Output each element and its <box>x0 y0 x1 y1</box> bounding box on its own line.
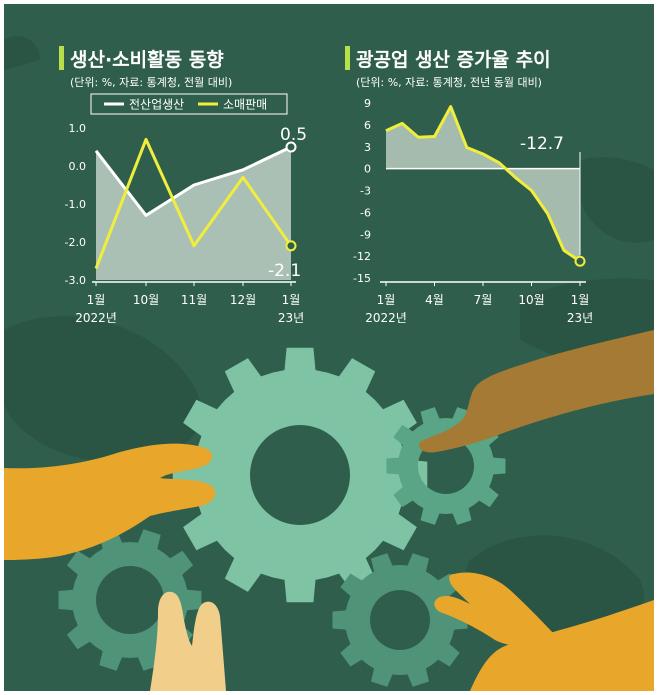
x-tick-label: 10월 <box>518 293 544 307</box>
legend-label-white: 전산업생산 <box>129 98 184 112</box>
y-tick-label: 3 <box>364 141 371 154</box>
y-tick-label: 0.0 <box>69 160 87 173</box>
hand-right-top-icon <box>419 330 654 453</box>
chart-right: 광공업 생산 증가율 추이 (단위: %, 자료: 통계청, 전년 동월 대비)… <box>345 46 593 325</box>
x-tick-sublabel: 23년 <box>278 311 304 325</box>
production-area <box>386 106 580 262</box>
background-blobs <box>4 36 654 642</box>
y-tick-label: 9 <box>364 97 371 110</box>
y-tick-label: 0 <box>364 163 371 176</box>
y-axis-labels-right: 9 6 3 0 -3 -6 -9 -12 -15 <box>353 97 371 285</box>
x-tick-label: 1월 <box>282 293 301 307</box>
x-axis-labels-right: 1월 2022년 4월 7월 10월 1월 23년 <box>365 293 593 325</box>
x-axis-ticks <box>95 282 292 286</box>
bottom-right-gear-icon <box>332 553 468 687</box>
y-tick-label: -3 <box>360 185 371 198</box>
x-tick-label: 12월 <box>230 293 256 307</box>
x-tick-label: 1월 <box>87 293 106 307</box>
hand-bottom-icon <box>150 591 226 691</box>
y-axis-labels: 1.0 0.0 -1.0 -2.0 -3.0 <box>65 122 86 287</box>
y-tick-label: -15 <box>353 272 371 285</box>
x-tick-label: 10월 <box>133 293 159 307</box>
y-tick-label: -12 <box>353 250 371 263</box>
chart-left-title: 생산·소비활동 동향 <box>70 49 224 71</box>
chart-right-subtitle: (단위: %, 자료: 통계청, 전년 동월 대비) <box>356 76 542 89</box>
legend-label-yellow: 소매판매 <box>223 98 267 112</box>
x-tick-sublabel: 23년 <box>567 311 593 325</box>
x-axis-labels: 1월 2022년 10월 11월 12월 1월 23년 <box>75 293 304 325</box>
y-tick-label: -6 <box>360 206 371 219</box>
y-tick-label: -3.0 <box>65 274 86 287</box>
x-tick-sublabel: 2022년 <box>75 311 117 325</box>
chart-left-subtitle: (단위: %, 자료: 통계청, 전월 대비) <box>70 76 232 89</box>
title-bar-icon <box>59 46 64 70</box>
annotation-yellow-end: -2.1 <box>268 261 301 281</box>
x-tick-label: 1월 <box>377 293 396 307</box>
yellow-series-line <box>94 137 293 270</box>
x-tick-label: 7월 <box>474 293 493 307</box>
large-gear-icon <box>172 347 428 603</box>
white-series-line <box>94 145 292 217</box>
end-point-white <box>285 141 297 153</box>
annotation-production-end: -12.7 <box>520 134 564 154</box>
x-axis-ticks-right <box>385 282 581 286</box>
y-tick-label: 1.0 <box>69 122 87 135</box>
chart-right-title: 광공업 생산 증가율 추이 <box>356 49 551 71</box>
end-point-yellow <box>285 240 297 252</box>
gears-illustration <box>4 330 654 691</box>
annotation-white-end: 0.5 <box>280 125 307 145</box>
x-tick-label: 1월 <box>571 293 590 307</box>
x-tick-label: 4월 <box>425 293 444 307</box>
y-tick-label: -9 <box>360 228 371 241</box>
production-line <box>385 105 581 263</box>
y-tick-label: -2.0 <box>65 236 86 249</box>
legend: 전산업생산 소매판매 <box>90 93 288 115</box>
x-tick-sublabel: 2022년 <box>365 311 407 325</box>
y-tick-label: -1.0 <box>65 198 86 211</box>
legend-box <box>90 93 288 115</box>
hand-right-fingers-icon <box>434 572 560 647</box>
x-tick-label: 11월 <box>181 293 207 307</box>
hand-left-icon <box>4 443 216 560</box>
y-tick-label: 6 <box>364 119 371 132</box>
chart-left: 생산·소비활동 동향 (단위: %, 자료: 통계청, 전월 대비) 전산업생산… <box>59 46 307 325</box>
end-point-production <box>574 255 586 267</box>
title-bar-icon-right <box>345 46 350 70</box>
hand-right-bottom-icon <box>470 600 654 691</box>
